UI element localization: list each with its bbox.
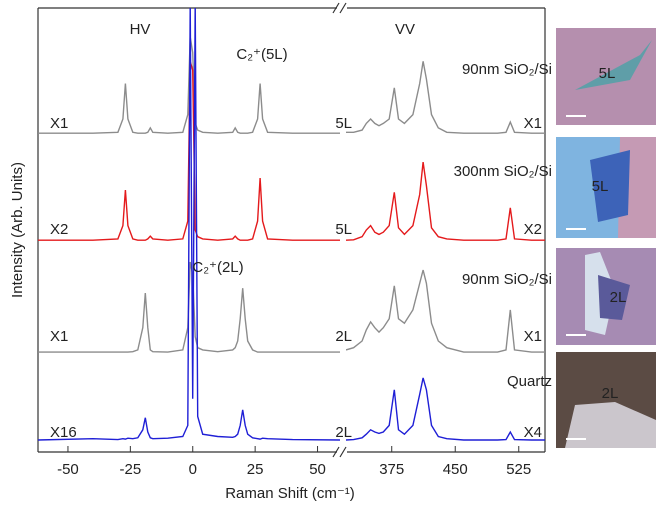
peak-annotation: C₂⁺(5L) [236, 46, 287, 63]
x-tick-label: -25 [120, 461, 142, 478]
x-tick-label: 450 [443, 461, 468, 478]
substrate-label: 90nm SiO₂/Si [462, 61, 552, 78]
spectra [346, 61, 545, 441]
peak-annotation: C₂⁺(2L) [192, 259, 243, 276]
y-axis-label: Intensity (Arb. Units) [9, 162, 26, 298]
x-axis-label: Raman Shift (cm⁻¹) [225, 485, 355, 502]
scale-label: X4 [524, 424, 542, 441]
spectrum-line [38, 8, 340, 441]
spectrum-line [346, 377, 545, 441]
x-tick-label: 0 [189, 461, 197, 478]
layer-label: 2L [335, 328, 352, 345]
photo-label: 5L [599, 65, 616, 82]
spectrum-line [346, 269, 545, 353]
layer-label: 5L [335, 221, 352, 238]
photo-label: 2L [610, 289, 627, 306]
substrate-label: 300nm SiO₂/Si [454, 163, 552, 180]
layer-label: 2L [335, 424, 352, 441]
axes-frame [37, 2, 546, 458]
spectra [38, 8, 340, 441]
x-tick-label: 25 [247, 461, 264, 478]
photo-panels [556, 28, 656, 448]
spectrum-line [38, 36, 340, 134]
x-tick-label: -50 [57, 461, 79, 478]
x-tick-label: 50 [309, 461, 326, 478]
scale-label: X16 [50, 424, 77, 441]
panel-title: HV [130, 21, 151, 38]
x-tick-label: 375 [379, 461, 404, 478]
x-tick-label: 525 [506, 461, 531, 478]
scale-label: X1 [50, 328, 68, 345]
substrate-label: 90nm SiO₂/Si [462, 271, 552, 288]
scale-label: X1 [524, 328, 542, 345]
scale-label: X1 [50, 115, 68, 132]
panel-title: VV [395, 21, 415, 38]
spectrum-line [346, 162, 545, 241]
photo-label: 5L [592, 178, 609, 195]
layer-label: 5L [335, 115, 352, 132]
scale-label: X1 [524, 115, 542, 132]
scale-label: X2 [50, 221, 68, 238]
photo-label: 2L [602, 385, 619, 402]
substrate-label: Quartz [507, 373, 552, 390]
spectrum-line [346, 61, 545, 134]
scale-label: X2 [524, 221, 542, 238]
